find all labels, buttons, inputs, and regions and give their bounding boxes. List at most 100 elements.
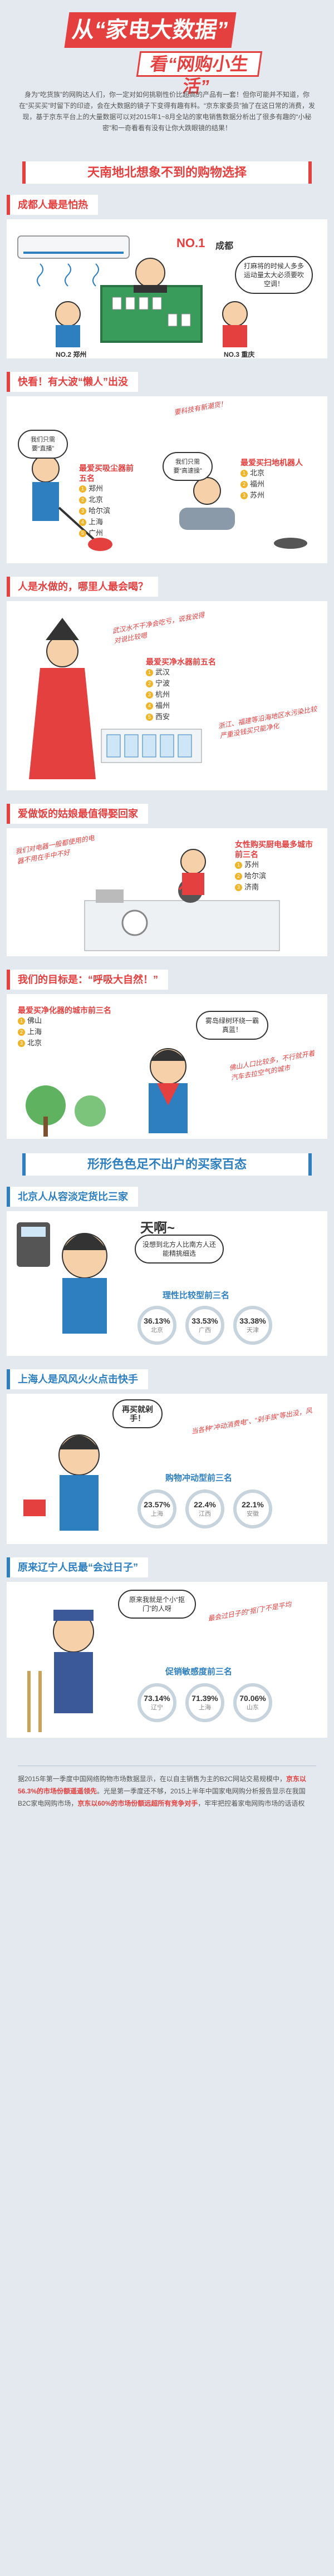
section1-banner-text: 天南地北想象不到的购物选择 xyxy=(87,165,247,179)
nature-speech-bubble: 雾岛绿树环绕一霸真蓝！ xyxy=(196,1011,268,1040)
nature-card: 最爱买净化器的城市前三名 1 佛山 2 上海 3 北京 雾岛绿树环绕一霸真蓝！ 佛山人… xyxy=(7,994,327,1139)
air-conditioner-icon xyxy=(17,235,130,259)
rank3-city: 重庆 xyxy=(241,351,255,358)
list-item: 3 苏州 xyxy=(240,490,307,501)
rational-chart-title: 理性比较型前三名 xyxy=(163,1291,230,1300)
mahjong-illustration xyxy=(17,235,248,347)
rank1-city: 成都 xyxy=(215,242,234,251)
promo-pct-row: 73.14% 辽宁 71.39% 上海 70.06% 山东 xyxy=(137,1683,272,1722)
list-item: 2 上海 xyxy=(18,1026,111,1038)
footer-text: ，牢牢把控着家电网购市场的话语权 xyxy=(198,1800,305,1807)
cook-header: 爱做饭的姑娘最值得娶回家 xyxy=(0,797,334,828)
list-item: 1 北京 xyxy=(240,468,307,479)
kitchen-ranking: 女性购买厨电最多城市前三名 1 苏州 2 哈尔滨 3 济南 xyxy=(235,839,313,893)
shanghai-header: 上海人是风风火火点击快手 xyxy=(0,1363,334,1394)
pct-circle: 33.53% 广西 xyxy=(185,1306,224,1345)
section2-banner: 形形色色足不出户的买家百态 xyxy=(0,1148,334,1180)
list-item: 2 北京 xyxy=(79,494,140,505)
impulse-chart-title: 购物冲动型前三名 xyxy=(165,1473,233,1483)
vacuum-handle-icon xyxy=(58,507,97,542)
shanghai-illustration xyxy=(23,1434,100,1531)
kitchen-counter-icon xyxy=(84,900,280,951)
chengdu-header: 成都人最是怕热 xyxy=(0,188,334,219)
pct-circle: 71.39% 上海 xyxy=(185,1683,224,1722)
list-item: 3 北京 xyxy=(18,1038,111,1049)
footer-highlight-2: 京东以60%的市场份额远超所有竞争对手 xyxy=(77,1800,198,1807)
beijing-illustration xyxy=(17,1222,107,1334)
lazy-header: 快看！有大波“懒人”出没 xyxy=(0,365,334,396)
list-item: 3 杭州 xyxy=(146,689,216,700)
cook-title: 爱做饭的姑娘最值得娶回家 xyxy=(7,804,148,824)
list-item: 4 上海 xyxy=(79,517,140,528)
tree-icon xyxy=(26,1085,66,1125)
main-title-line1: 从“家电大数据” xyxy=(64,12,237,48)
rank1-label: NO.1 xyxy=(176,236,205,250)
section1-banner: 天南地北想象不到的购物选择 xyxy=(0,156,334,188)
footer-highlight-1: 京东以56.3%的市场份额遥遥领先 xyxy=(18,1775,307,1795)
main-title-line2: 看“网购小生活” xyxy=(136,51,263,96)
list-item: 4 福州 xyxy=(146,700,216,711)
list-item: 1 武汉 xyxy=(146,667,216,678)
footer-note: 据2015年第一季度中国网络购物市场数据显示，在以自主销售为主的B2C网站交易规… xyxy=(0,1749,334,1842)
rank2-label: NO.2 郑州 xyxy=(56,351,87,358)
beijing-header: 北京人从容淡定货比三家 xyxy=(0,1180,334,1211)
pct-circle: 33.38% 天津 xyxy=(233,1306,272,1345)
pct-circle: 23.57% 上海 xyxy=(137,1489,176,1528)
hero-header: 从“家电大数据” 看“网购小生活” 身为“吃货族”的网购达人们，你一定对如何挑剔… xyxy=(0,0,334,156)
liaoning-header: 原来辽宁人民最“会过日子” xyxy=(0,1551,334,1582)
pct-circle: 22.4% 江西 xyxy=(185,1489,224,1528)
lazy-title: 快看！有大波“懒人”出没 xyxy=(7,372,138,392)
lazy-illustration xyxy=(32,455,307,551)
list-item: 2 福州 xyxy=(240,479,307,490)
nature-illustration xyxy=(26,1048,188,1137)
chengdu-speech-bubble: 打麻将的时候人多多运动量太大必须要吹空调！ xyxy=(235,256,313,294)
beijing-card: 天啊~ 没想到北方人比南方人还能精挑细选 理性比较型前三名 36.13% 北京 3… xyxy=(7,1211,327,1356)
vacuum-ranking-heading: 最爱买吸尘器前五名 xyxy=(79,464,134,483)
liaoning-illustration xyxy=(27,1610,94,1732)
list-item: 2 宁波 xyxy=(146,678,216,689)
nature-header: 我们的目标是：“呼吸大自然！” xyxy=(0,963,334,994)
liaoning-title: 原来辽宁人民最“会过日子” xyxy=(7,1557,148,1577)
footer-text: 。光是第一季度还不够，2015上半年中国家电网购分析报告显示在我国B2C家电网购… xyxy=(18,1787,306,1807)
crutch-icon xyxy=(27,1671,42,1732)
robot-vacuum-icon xyxy=(274,538,307,549)
lazy-left-bubble: 我们只需要“直播” xyxy=(18,430,68,459)
impulse-pct-row: 23.57% 上海 22.4% 江西 22.1% 安徽 xyxy=(137,1489,272,1528)
rank3-label: NO.3 重庆 xyxy=(224,351,255,358)
robot-ranking-heading: 最爱买扫地机器人 xyxy=(240,458,303,467)
lazy-right-bubble: 我们只需要“高速操” xyxy=(163,452,213,481)
pct-circle: 70.06% 山东 xyxy=(233,1683,272,1722)
pct-circle: 36.13% 北京 xyxy=(137,1306,176,1345)
beijing-title: 北京人从容淡定货比三家 xyxy=(7,1187,138,1207)
water-header: 人是水做的，哪里人最会喝？ xyxy=(0,570,334,601)
player-head-icon xyxy=(135,258,165,288)
air-purifier-ranking-heading: 最爱买净化器的城市前三名 xyxy=(18,1006,111,1015)
chengdu-card: NO.1 成都 打麻将的时候人多多运动量太大必须要吹空调！ NO.2 郑州 NO… xyxy=(7,219,327,358)
intro-paragraph: 身为“吃货族”的网购达人们，你一定对如何挑剔性价比超高的产品有一套！但你可能并不… xyxy=(19,91,315,132)
air-purifier-ranking: 最爱买净化器的城市前三名 1 佛山 2 上海 3 北京 xyxy=(18,1005,111,1049)
kitchen-ranking-heading: 女性购买厨电最多城市前三名 xyxy=(235,840,313,859)
robot-ranking: 最爱买扫地机器人 1 北京 2 福州 3 苏州 xyxy=(240,458,307,501)
section2-banner-text: 形形色色足不出户的买家百态 xyxy=(87,1157,247,1171)
beijing-exclaim: 天啊~ xyxy=(140,1221,175,1236)
nature-title: 我们的目标是：“呼吸大自然！” xyxy=(7,970,168,990)
water-illustration xyxy=(29,618,202,779)
shanghai-card: 再买就剁手！ 当各种“冲动消费电”、“剁手族”等出没，风 购物冲动型前三名 23… xyxy=(7,1394,327,1544)
promo-chart-title: 促销敏感度前三名 xyxy=(165,1667,233,1677)
ancient-dress-icon xyxy=(29,668,96,779)
microwave-icon xyxy=(96,889,124,903)
shopping-bag-icon xyxy=(23,1500,46,1516)
infographic-page: 从“家电大数据” 看“网购小生活” 身为“吃货族”的网购达人们，你一定对如何挑剔… xyxy=(0,0,334,1842)
vacuum-ranking: 最爱买吸尘器前五名 1 郑州 2 北京 3 哈尔滨 4 上海 5 广州 xyxy=(79,463,140,539)
shanghai-speech-bubble: 再买就剁手！ xyxy=(112,1399,163,1428)
purifier-ranking: 最爱买净水器前五名 1 武汉 2 宁波 3 杭州 4 福州 5 西安 xyxy=(146,657,216,722)
cook-card: 我们对电器一般都使用的电器不用在手中不好 女性购买厨电最多城市前三名 1 苏州 2… xyxy=(7,828,327,956)
rational-pct-row: 36.13% 北京 33.53% 广西 33.38% 天津 xyxy=(137,1306,272,1345)
washer-icon xyxy=(121,910,148,936)
list-item: 3 济南 xyxy=(235,882,313,893)
chengdu-title: 成都人最是怕热 xyxy=(7,195,98,215)
list-item: 1 佛山 xyxy=(18,1015,111,1026)
liaoning-card: 原来我就是个小“抠门”的人呀 最会过日子的“抠门”不是平均 促销敏感度前三名 7… xyxy=(7,1582,327,1738)
list-item: 1 苏州 xyxy=(235,859,313,871)
